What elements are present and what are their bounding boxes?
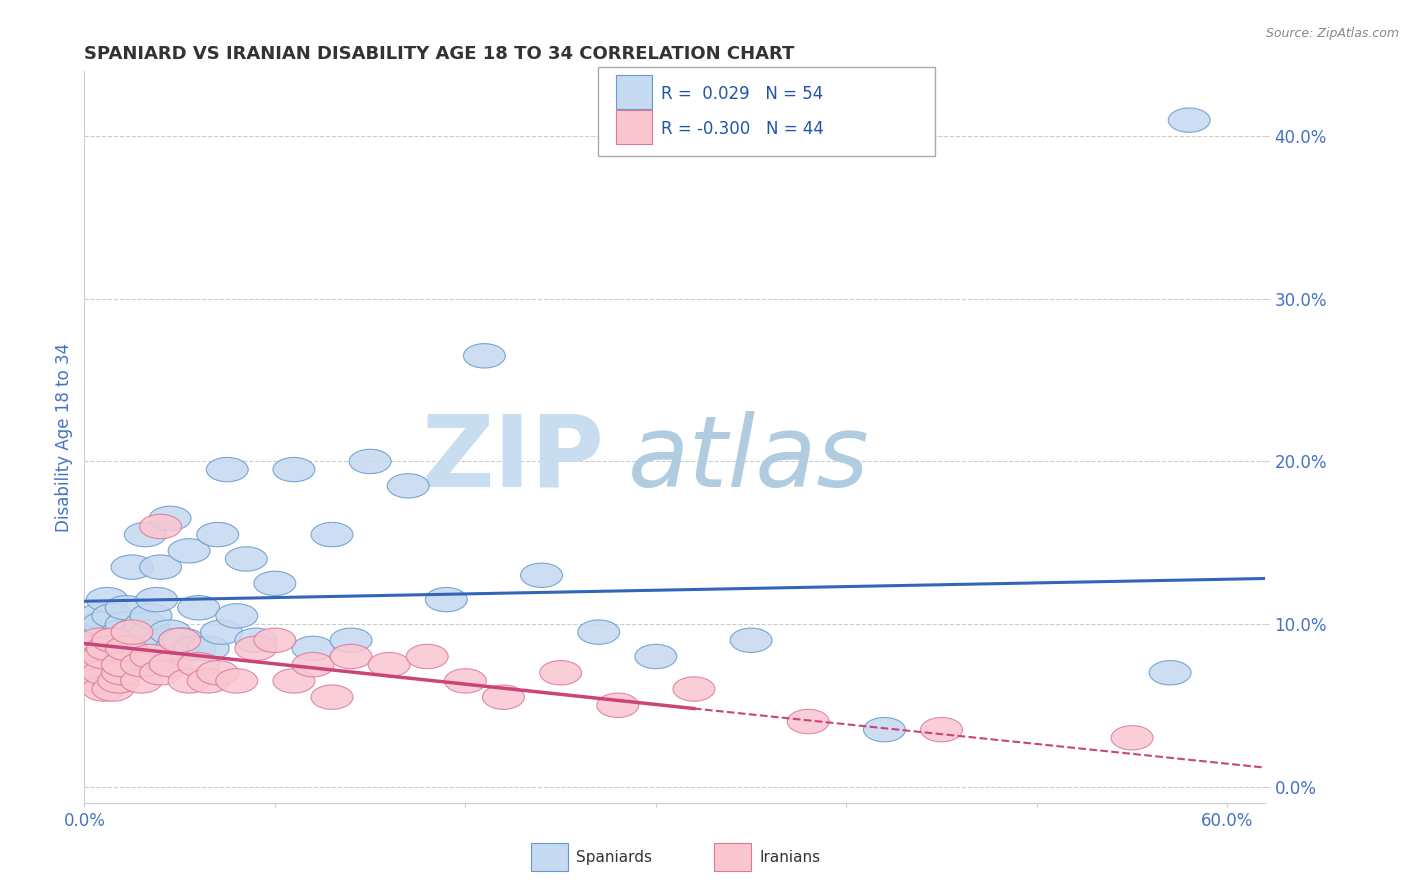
Text: ZIP: ZIP [422,410,605,508]
Text: R = -0.300   N = 44: R = -0.300 N = 44 [661,120,824,138]
Text: SPANIARD VS IRANIAN DISABILITY AGE 18 TO 34 CORRELATION CHART: SPANIARD VS IRANIAN DISABILITY AGE 18 TO… [84,45,794,62]
Text: Source: ZipAtlas.com: Source: ZipAtlas.com [1265,27,1399,40]
Y-axis label: Disability Age 18 to 34: Disability Age 18 to 34 [55,343,73,532]
Text: Iranians: Iranians [759,850,820,864]
Text: R =  0.029   N = 54: R = 0.029 N = 54 [661,85,823,103]
Text: atlas: atlas [627,410,869,508]
Text: Spaniards: Spaniards [576,850,652,864]
